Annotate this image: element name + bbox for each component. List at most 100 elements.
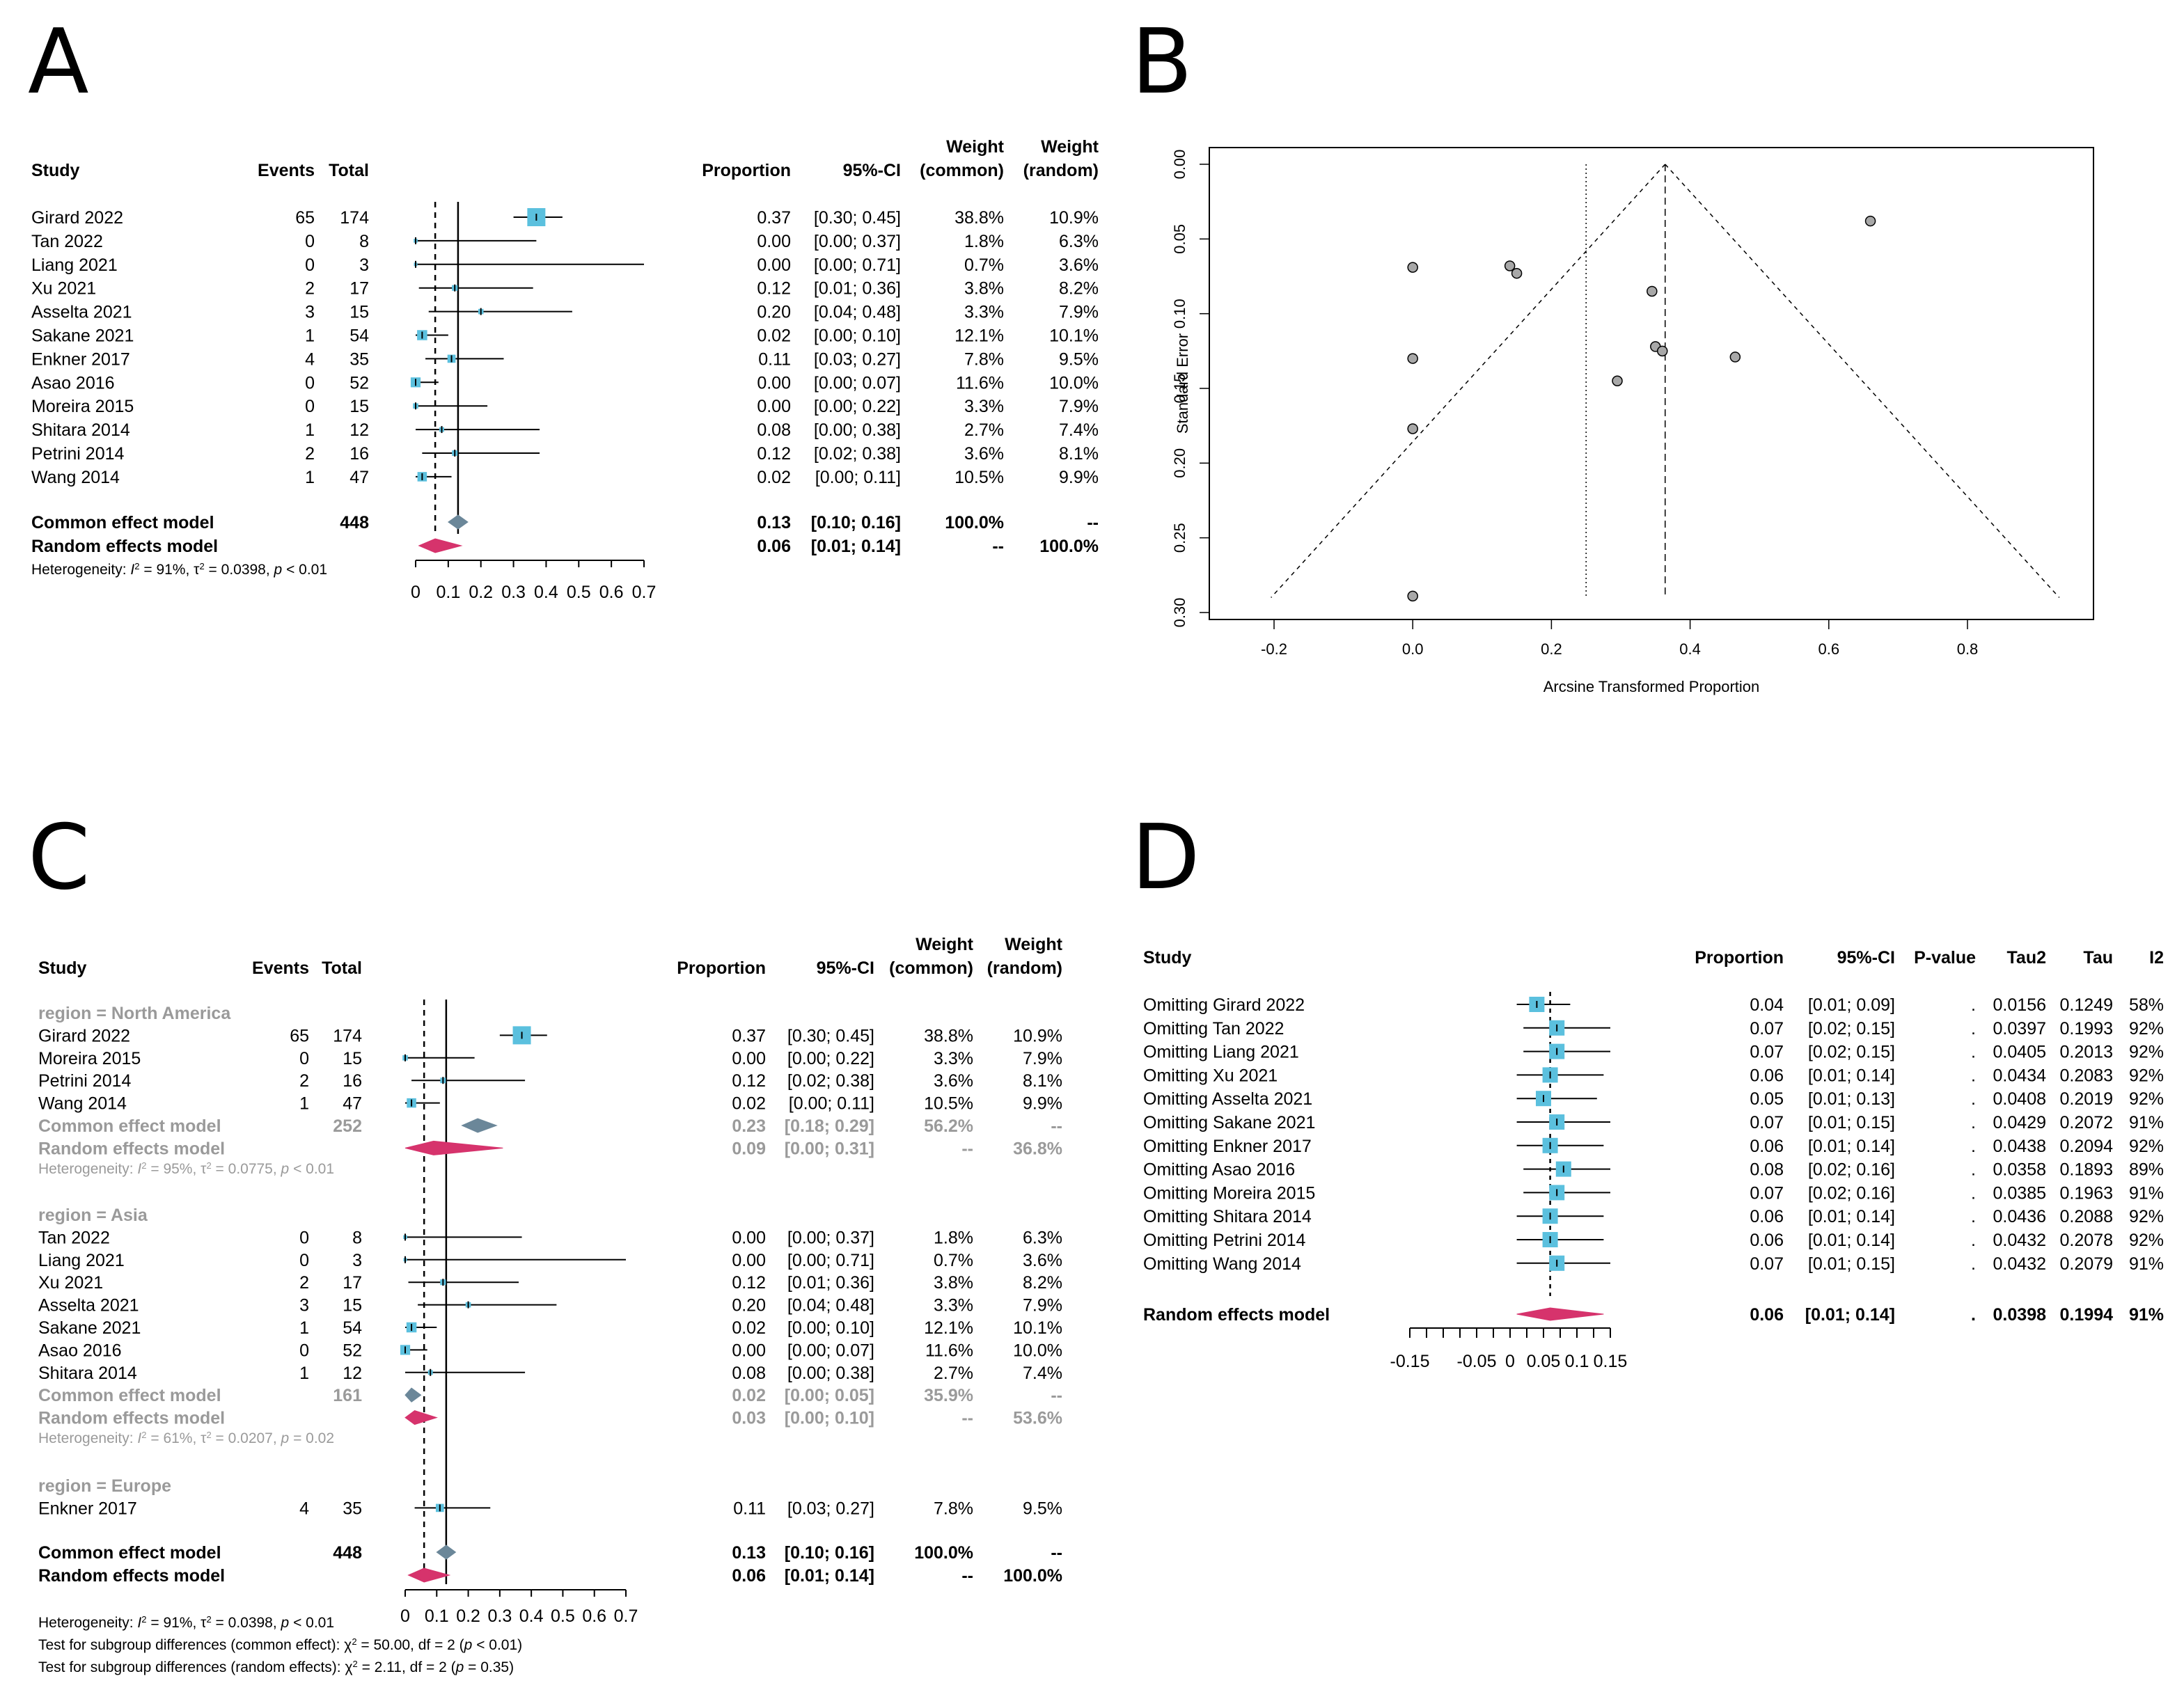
text-span: 2 — [134, 561, 139, 571]
random-model-weight-random: 100.0% — [1003, 1566, 1062, 1586]
weight-common-value: 7.8% — [934, 1499, 973, 1518]
total-value: 16 — [343, 1071, 362, 1091]
events-value: 2 — [305, 444, 315, 464]
panel-d-leave-one-out-plot: Study Proportion 95%-CI P-value Tau2 Tau I2 Omi… — [1143, 948, 2164, 1371]
study-point — [1407, 262, 1418, 273]
proportion-value: 0.37 — [757, 208, 791, 228]
tau2-value: 0.0438 — [1993, 1137, 2046, 1156]
subgroup-random-proportion: 0.09 — [732, 1139, 766, 1158]
text-span: = 0.0398, — [212, 1615, 281, 1631]
x-axis-title: Arcsine Transformed Proportion — [1543, 678, 1760, 695]
weight-common-value: 1.8% — [964, 232, 1004, 251]
study-label: Xu 2021 — [38, 1273, 103, 1293]
proportion-value: 0.20 — [757, 303, 791, 322]
header-weight-common-sub: (common) — [920, 161, 1004, 180]
common-model-weight-common: 100.0% — [914, 1543, 973, 1563]
events-value: 1 — [299, 1364, 309, 1383]
header-weight-common-sub: (common) — [889, 958, 973, 978]
omitted-study-label: Omitting Sakane 2021 — [1143, 1113, 1315, 1132]
common-model-label: Common effect model — [31, 513, 214, 532]
text-span: I — [137, 1430, 141, 1446]
weight-random-value: 6.3% — [1023, 1228, 1062, 1247]
funnel-left-line — [1271, 164, 1666, 599]
tau2-value: 0.0156 — [1993, 995, 2046, 1015]
proportion-value: 0.08 — [1750, 1160, 1784, 1180]
header-pvalue: P-value — [1914, 948, 1976, 968]
total-value: 16 — [349, 444, 369, 464]
pvalue-value: . — [1971, 1231, 1976, 1250]
y-axis-tick-label: 0.05 — [1171, 224, 1188, 254]
header-study: Study — [1143, 948, 1192, 968]
total-value: 47 — [349, 468, 369, 487]
study-label: Enkner 2017 — [31, 349, 130, 369]
ci-value: [0.01; 0.36] — [814, 279, 901, 299]
x-axis-tick-label: 0.3 — [501, 583, 526, 602]
events-value: 1 — [299, 1094, 309, 1114]
i2-value: 91% — [2129, 1254, 2164, 1274]
subgroup-random-diamond — [404, 1410, 438, 1426]
ci-value: [0.02; 0.16] — [1808, 1183, 1895, 1203]
proportion-value: 0.02 — [732, 1094, 766, 1114]
events-value: 1 — [305, 326, 315, 346]
random-effects-diamond — [1516, 1307, 1604, 1321]
common-model-ci: [0.10; 0.16] — [785, 1543, 874, 1563]
subgroup-test-text: Test for subgroup differences (common ef… — [38, 1636, 522, 1654]
events-value: 0 — [305, 255, 315, 275]
proportion-value: 0.00 — [732, 1341, 766, 1360]
text-span: τ — [201, 1430, 207, 1446]
weight-random-value: 3.6% — [1023, 1251, 1062, 1270]
ci-value: [0.00; 0.11] — [789, 1094, 874, 1114]
tau-value: 0.2094 — [2060, 1137, 2114, 1156]
pvalue-value: . — [1971, 1137, 1976, 1156]
weight-common-value: 11.6% — [956, 373, 1004, 393]
study-point — [1657, 345, 1668, 357]
total-value: 17 — [349, 279, 369, 299]
total-value: 35 — [349, 349, 369, 369]
i2-value: 92% — [2129, 1089, 2164, 1109]
text-span: = 0.0398, — [205, 562, 274, 578]
total-value: 52 — [343, 1341, 362, 1360]
x-axis-tick-label: 0.2 — [469, 583, 493, 602]
total-value: 47 — [343, 1094, 362, 1114]
study-point — [1729, 352, 1741, 363]
random-model-proportion: 0.06 — [732, 1566, 766, 1586]
ci-value: [0.00; 0.38] — [787, 1364, 874, 1383]
study-label: Sakane 2021 — [38, 1318, 141, 1338]
i2-value: 91% — [2129, 1183, 2164, 1203]
study-label: Xu 2021 — [31, 279, 96, 299]
weight-random-value: 9.9% — [1023, 1094, 1062, 1114]
text-span: 2 — [199, 561, 204, 571]
funnel-right-line — [1665, 164, 2060, 599]
omitted-study-label: Omitting Girard 2022 — [1143, 995, 1305, 1015]
proportion-value: 0.12 — [757, 279, 791, 299]
x-axis-tick-label: -0.05 — [1457, 1352, 1497, 1371]
events-value: 0 — [305, 397, 315, 416]
i2-value: 92% — [2129, 1231, 2164, 1250]
pvalue-value: . — [1971, 1066, 1976, 1085]
weight-random-value: 6.3% — [1059, 232, 1099, 251]
proportion-value: 0.12 — [732, 1273, 766, 1293]
total-value: 35 — [343, 1499, 362, 1518]
panel-letter-d: D — [1131, 806, 1200, 910]
subgroup-test-text: Test for subgroup differences (random ef… — [38, 1659, 514, 1676]
proportion-value: 0.05 — [1750, 1089, 1784, 1109]
total-value: 174 — [340, 208, 369, 228]
study-point — [1407, 353, 1418, 364]
proportion-value: 0.12 — [732, 1071, 766, 1091]
weight-common-value: 38.8% — [924, 1026, 973, 1045]
common-model-weight-random: -- — [1087, 513, 1099, 532]
subgroup-random-ci: [0.00; 0.31] — [785, 1139, 874, 1158]
omitted-study-label: Omitting Asselta 2021 — [1143, 1089, 1312, 1109]
header-events: Events — [258, 161, 315, 180]
random-effects-diamond — [418, 538, 463, 553]
proportion-value: 0.00 — [732, 1049, 766, 1068]
proportion-value: 0.07 — [1750, 1113, 1784, 1132]
events-value: 0 — [305, 232, 315, 251]
header-tau2: Tau2 — [2007, 948, 2047, 968]
total-value: 15 — [349, 397, 369, 416]
ci-value: [0.04; 0.48] — [814, 303, 901, 322]
weight-random-value: 7.4% — [1023, 1364, 1062, 1383]
events-value: 0 — [299, 1228, 309, 1247]
weight-random-value: 9.5% — [1023, 1499, 1062, 1518]
